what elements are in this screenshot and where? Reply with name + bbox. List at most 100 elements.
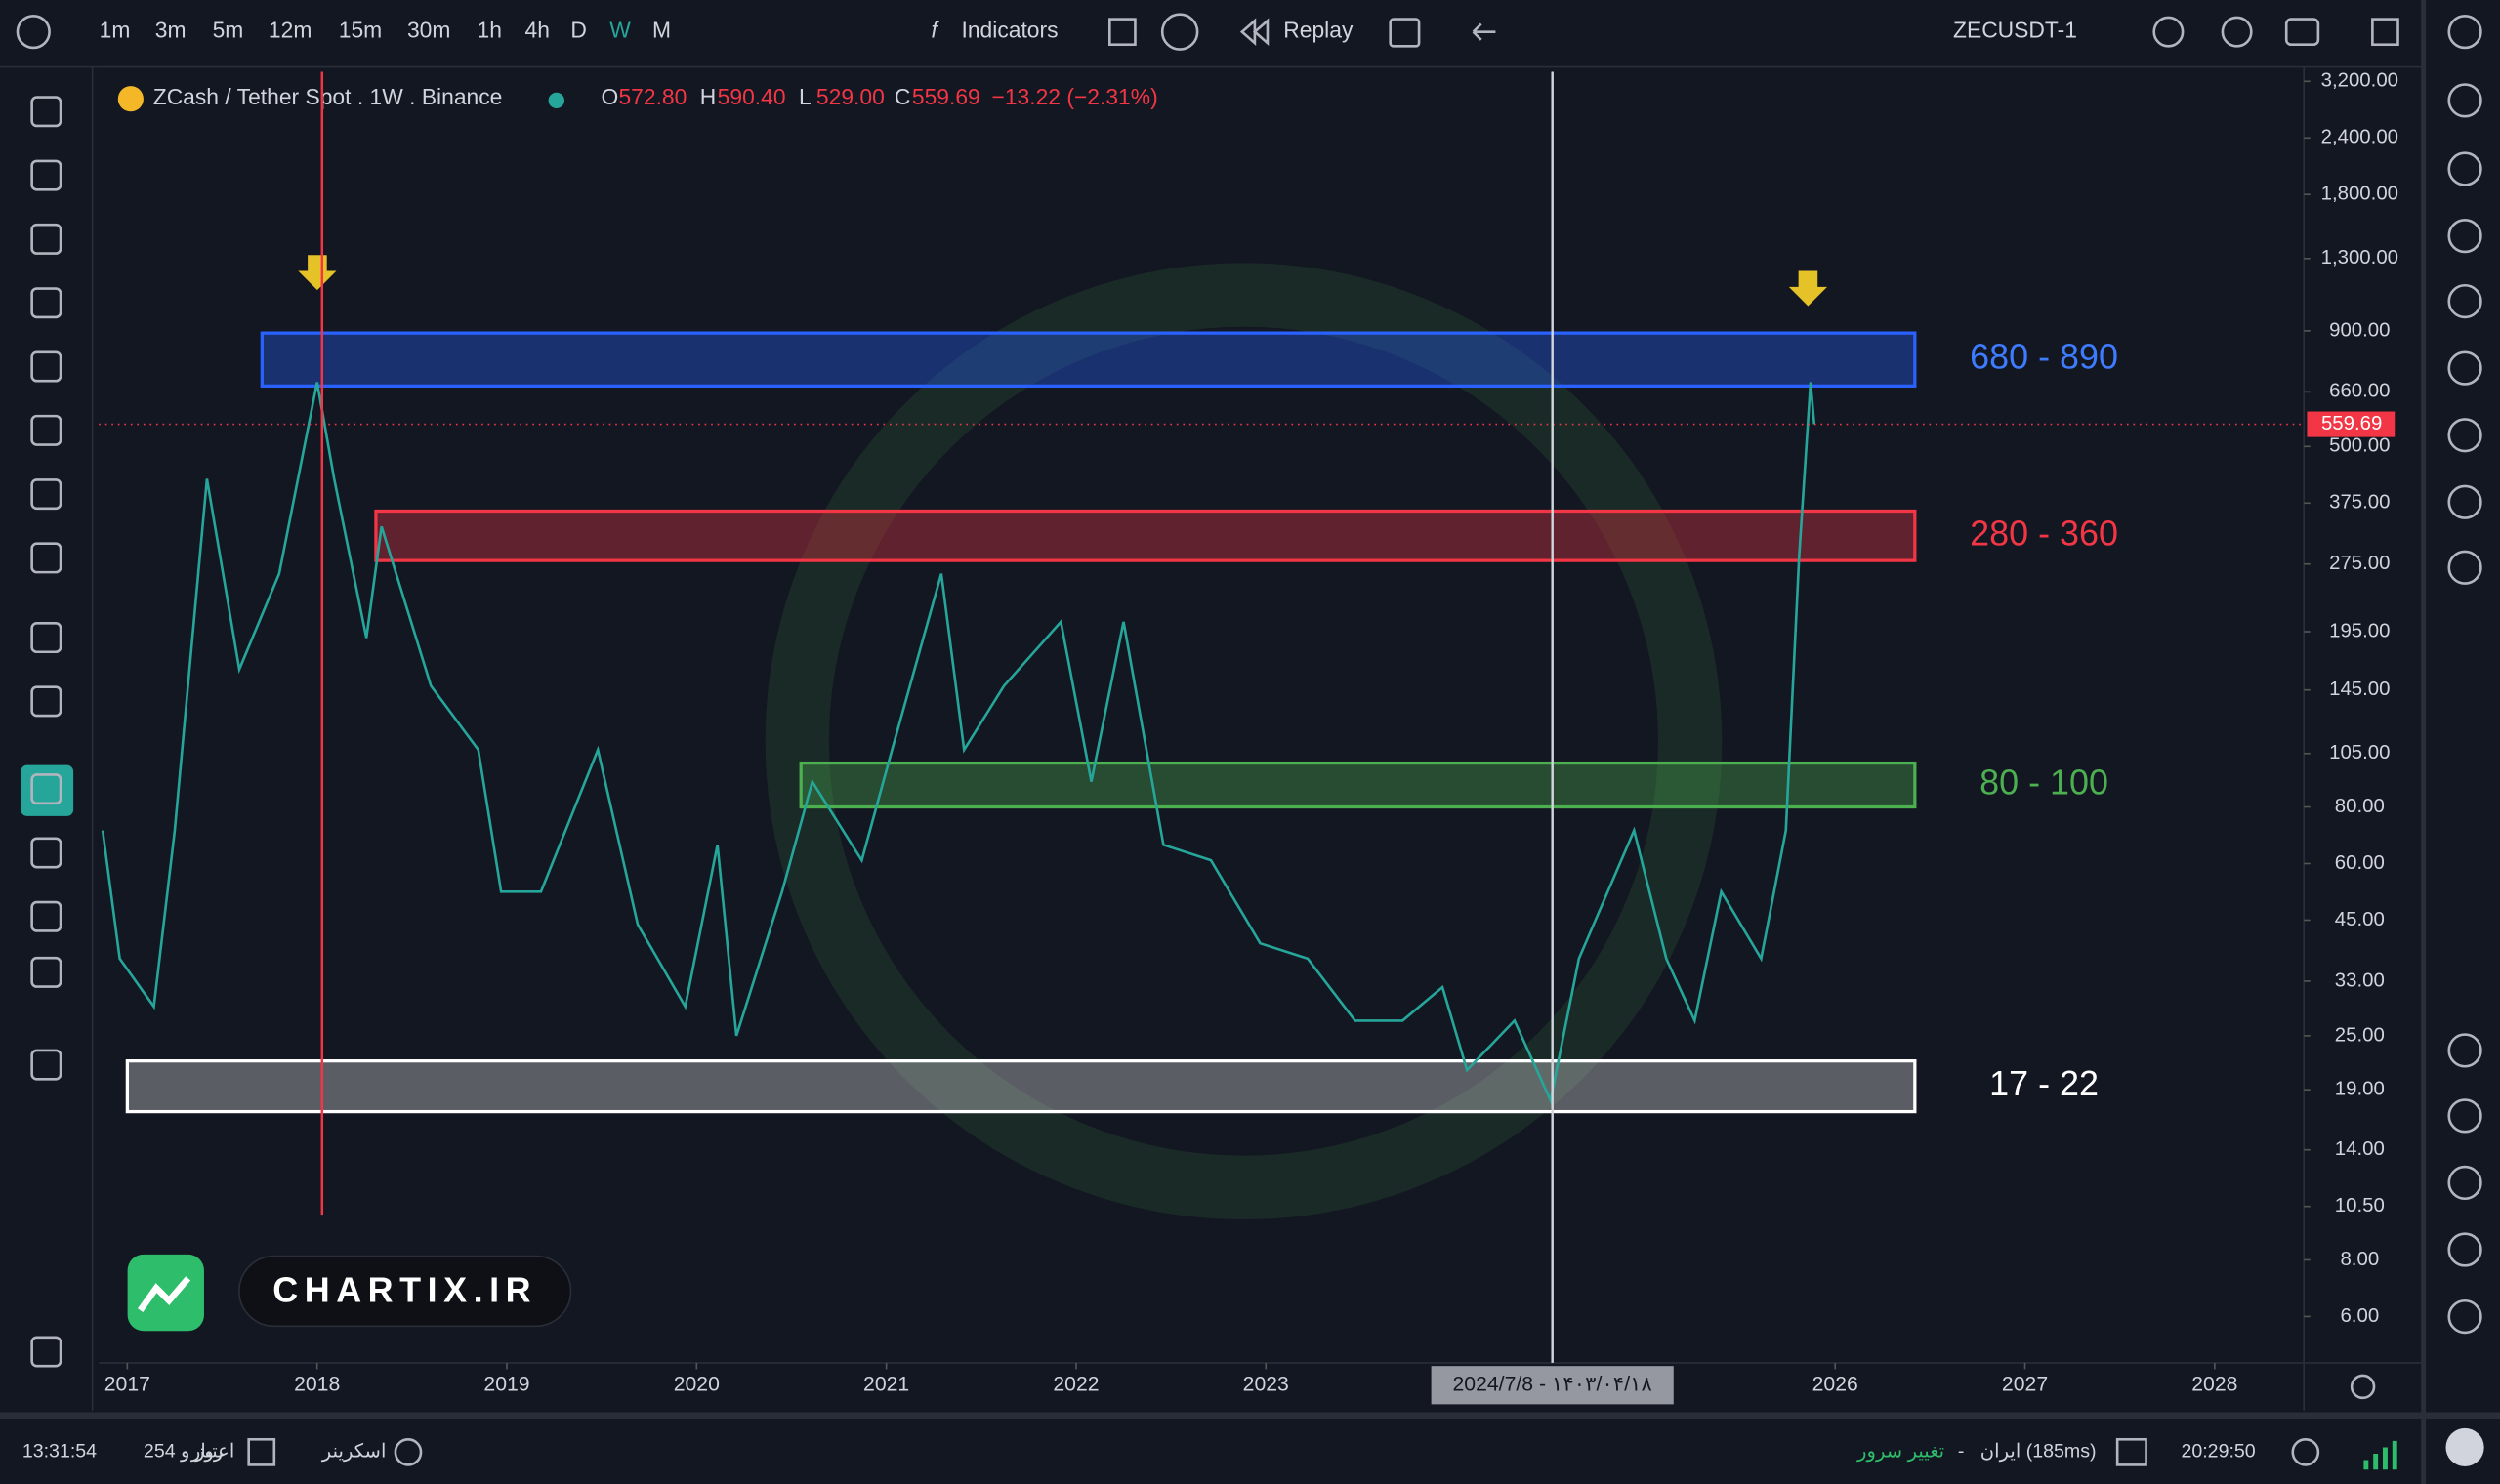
tool-icon[interactable]: [30, 414, 62, 446]
server: ایران (185ms): [1980, 1441, 2097, 1463]
side-icon[interactable]: [2447, 1165, 2482, 1201]
y-tick-label: 1,300.00: [2321, 247, 2398, 268]
side-icon[interactable]: [2447, 350, 2482, 386]
add-button[interactable]: [16, 15, 51, 50]
y-tick-label: 375.00: [2329, 492, 2390, 514]
alert-icon[interactable]: [2152, 16, 2185, 48]
side-icon[interactable]: [2447, 1298, 2482, 1335]
tool-icon[interactable]: [30, 956, 62, 988]
magnet-active[interactable]: [21, 764, 74, 816]
side-icon[interactable]: [2447, 219, 2482, 254]
timeframe[interactable]: 4h: [524, 18, 549, 43]
y-tick-label: 14.00: [2335, 1138, 2385, 1160]
symbol[interactable]: ZECUSDT-1: [1953, 18, 2077, 43]
tool-icon[interactable]: [30, 542, 62, 574]
y-tick-label: 80.00: [2335, 796, 2385, 817]
ohlc-value: 590.40: [718, 84, 786, 109]
side-icon[interactable]: [2447, 15, 2482, 50]
legend-title: ZCash / Tether Spot . 1W . Binance: [153, 84, 503, 109]
timeframe[interactable]: 12m: [269, 18, 312, 43]
credit: اعتبار: [190, 1441, 234, 1463]
side-icon[interactable]: [2447, 418, 2482, 453]
replay-button[interactable]: Replay: [1283, 18, 1354, 43]
y-tick-label: 145.00: [2329, 679, 2390, 700]
refresh-icon[interactable]: [2291, 1437, 2320, 1466]
timeframe[interactable]: 3m: [155, 18, 187, 43]
tool-icon[interactable]: [30, 773, 62, 805]
tool-icon[interactable]: [30, 96, 62, 128]
fx-icon: f: [931, 18, 939, 43]
legend-change: −13.22 (−2.31%): [992, 84, 1158, 109]
tool-icon[interactable]: [30, 287, 62, 319]
tool-icon[interactable]: [30, 1049, 62, 1081]
zone: [125, 1059, 1917, 1114]
tool-icon[interactable]: [30, 900, 62, 932]
timeframe[interactable]: 1m: [100, 18, 131, 43]
y-tick-label: 10.50: [2335, 1195, 2385, 1216]
side-icon[interactable]: [2447, 1098, 2482, 1134]
settings-icon[interactable]: [2221, 16, 2253, 48]
watermark-logo-mark: [138, 1276, 191, 1312]
ohlc-key: C: [895, 84, 911, 109]
avatar[interactable]: [2445, 1427, 2484, 1467]
timeframe[interactable]: 30m: [407, 18, 450, 43]
fullscreen-icon[interactable]: [2371, 18, 2399, 47]
y-tick-label: 2,400.00: [2321, 127, 2398, 148]
ohlc-value: 529.00: [816, 84, 885, 109]
screener-icon[interactable]: [394, 1437, 423, 1466]
rect-icon[interactable]: [1389, 18, 1421, 48]
side-icon[interactable]: [2447, 484, 2482, 519]
y-tick-label: 500.00: [2329, 435, 2390, 457]
tool-icon[interactable]: [30, 478, 62, 511]
tool-icon[interactable]: [30, 622, 62, 654]
y-tick-label: 3,200.00: [2321, 70, 2398, 92]
tool-icon[interactable]: [30, 837, 62, 869]
indicators-button[interactable]: Indicators: [961, 18, 1058, 43]
tool-icon[interactable]: [30, 159, 62, 191]
timeframe[interactable]: M: [652, 18, 671, 43]
side-icon[interactable]: [2447, 1033, 2482, 1068]
watermark: CHARTIX.IR: [127, 1254, 572, 1332]
timeframe[interactable]: 1h: [478, 18, 502, 43]
timeframe[interactable]: W: [609, 18, 631, 43]
tool-icon[interactable]: [30, 223, 62, 255]
x-tick-label: 2026: [1812, 1373, 1858, 1395]
last-price-label: 559.69: [2321, 413, 2382, 434]
change-server[interactable]: تغییر سرور: [1856, 1441, 1944, 1463]
replay-icon: [1239, 18, 1270, 46]
tool-icon[interactable]: [30, 685, 62, 718]
right-toolbar: [2447, 15, 2482, 1335]
days: 254 روز و: [144, 1441, 223, 1463]
layouts-icon[interactable]: [1108, 18, 1137, 47]
side-icon[interactable]: [2447, 550, 2482, 585]
y-tick-label: 1,800.00: [2321, 184, 2398, 205]
arrow-marker: [298, 255, 337, 291]
side-icon[interactable]: [2447, 283, 2482, 319]
calendar-icon: [247, 1437, 276, 1466]
x-tick-label: 2020: [674, 1373, 720, 1395]
zone-label: 280 - 360: [1970, 513, 2118, 553]
x-tick-label: 2021: [863, 1373, 909, 1395]
undo[interactable]: [1472, 22, 1496, 41]
separator: -: [1958, 1441, 1965, 1463]
left-toolbar: [21, 96, 74, 1368]
timeframe[interactable]: 15m: [339, 18, 382, 43]
zone-label: 680 - 890: [1970, 337, 2118, 377]
x-tick-label: 2028: [2191, 1373, 2237, 1395]
tool-icon[interactable]: [30, 1336, 62, 1368]
y-tick-label: 195.00: [2329, 620, 2390, 641]
r-icon[interactable]: [1160, 13, 1199, 51]
y-tick-label: 6.00: [2340, 1305, 2379, 1327]
ohlc-key: H: [700, 84, 717, 109]
side-icon[interactable]: [2447, 151, 2482, 186]
screener[interactable]: اسکرینر: [321, 1441, 387, 1463]
y-tick-label: 900.00: [2329, 319, 2390, 341]
tool-icon[interactable]: [30, 350, 62, 383]
camera-icon[interactable]: [2284, 18, 2320, 47]
side-icon[interactable]: [2447, 1232, 2482, 1267]
x-tick-label: 2018: [294, 1373, 340, 1395]
side-icon[interactable]: [2447, 83, 2482, 118]
timeframe[interactable]: 5m: [213, 18, 244, 43]
axis-settings[interactable]: [2350, 1374, 2376, 1400]
timeframe[interactable]: D: [570, 18, 587, 43]
